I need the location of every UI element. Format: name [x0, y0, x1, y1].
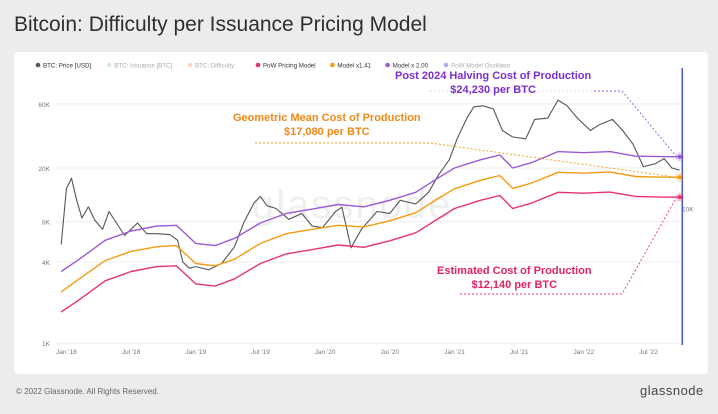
geometric-mean-callout: Geometric Mean Cost of Production $17,08…: [230, 111, 424, 139]
legend-label: BTC: Price [USD]: [43, 63, 91, 70]
legend-marker: [330, 62, 335, 68]
legend-marker: [255, 62, 261, 68]
legend-marker: [35, 62, 41, 68]
y-tick-label: 1K: [42, 341, 51, 348]
estimated-cost-leader: [460, 196, 678, 295]
legend-label: Model x1.41: [337, 63, 371, 70]
y-tick-label: 60K: [38, 102, 50, 109]
page-title: Bitcoin: Difficulty per Issuance Pricing…: [14, 13, 427, 36]
copyright-footer: © 2022 Glassnode. All Rights Reserved.: [16, 387, 159, 396]
x-tick-label: Jul '18: [122, 349, 141, 356]
estimated-cost-title: Estimated Cost of Production: [437, 265, 592, 277]
legend-marker: [443, 62, 449, 68]
x-tick-label: Jul '21: [510, 349, 529, 356]
right-y-tick-label: 10K: [682, 207, 694, 214]
legend-label: Model x 2.00: [393, 63, 429, 70]
halving-cost-callout: Post 2024 Halving Cost of Production $24…: [392, 69, 595, 97]
legend-label: PoW Pricing Model: [263, 63, 316, 70]
legend-marker: [385, 62, 390, 68]
legend-marker: [106, 62, 112, 68]
geometric-mean-value: $17,080 per BTC: [284, 126, 370, 138]
x-tick-label: Jul '22: [639, 349, 658, 356]
x-tick-label: Jan '21: [444, 349, 465, 356]
x-tick-label: Jan '22: [574, 349, 595, 356]
halving-cost-value: $24,230 per BTC: [450, 84, 536, 96]
x-tick-label: Jan '20: [315, 349, 336, 356]
legend-label: BTC: Issuance [BTC]: [114, 63, 172, 70]
y-tick-label: 4K: [42, 260, 51, 267]
estimated-cost-callout: Estimated Cost of Production $12,140 per…: [434, 264, 595, 292]
model-x2-line: [60, 150, 680, 273]
legend-label: PoW Model Oscillator: [451, 63, 511, 70]
x-tick-label: Jul '20: [381, 349, 400, 356]
glassnode-logo: glassnode: [640, 383, 704, 398]
halving-cost-title: Post 2024 Halving Cost of Production: [395, 70, 592, 82]
geometric-mean-title: Geometric Mean Cost of Production: [233, 112, 421, 124]
btc-price-line: [60, 99, 680, 271]
x-tick-label: Jan '19: [185, 349, 206, 356]
y-tick-label: 20K: [38, 166, 50, 173]
model-x2-end-marker-dot: [677, 154, 682, 159]
y-tick-label: 8K: [42, 220, 51, 227]
pow-model-end-marker-dot: [677, 195, 682, 200]
estimated-cost-value: $12,140 per BTC: [471, 279, 558, 291]
halving-cost-leader: [430, 90, 677, 158]
model-x141-line: [60, 171, 680, 293]
legend-marker: [187, 62, 193, 68]
legend-label: BTC: Difficulty: [195, 63, 235, 70]
pow-pricing-model-line: [60, 191, 680, 313]
x-tick-label: Jul '19: [251, 349, 270, 356]
chart-panel: [14, 52, 708, 374]
geometric-mean-leader: [255, 142, 677, 178]
model-x141-end-marker-dot: [677, 175, 682, 180]
x-tick-label: Jan '18: [56, 349, 77, 356]
